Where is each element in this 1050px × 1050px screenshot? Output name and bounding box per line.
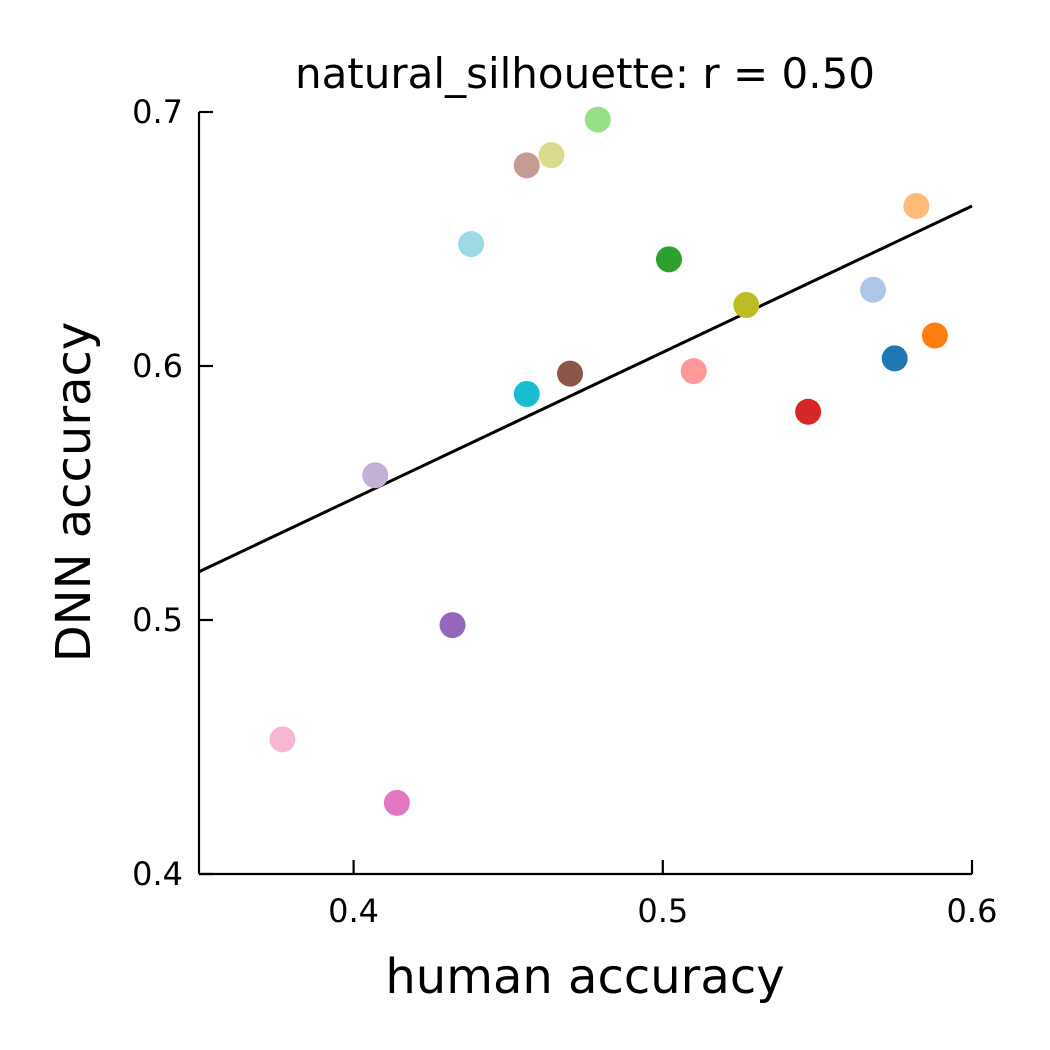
scatter-point [584,106,611,133]
x-tick-label: 0.4 [328,892,379,930]
x-tick-label: 0.6 [947,892,998,930]
scatter-point [362,462,389,489]
x-axis-label: human accuracy [385,949,784,1005]
scatter-point [383,789,410,816]
scatter-point [733,292,760,319]
y-axis-label: DNN accuracy [46,322,102,663]
fit-line [198,204,973,574]
scatter-point [921,322,948,349]
scatter-point [680,358,707,385]
x-tick-label: 0.5 [637,892,688,930]
plot-area: 0.4 0.5 0.6 0.4 0.5 0.6 0.7 [132,93,997,930]
y-tick-label: 0.4 [132,855,183,893]
scatter-point [881,345,908,372]
scatter-point [795,398,822,425]
scatter-point [458,231,485,258]
chart-title: natural_silhouette: r = 0.50 [295,49,875,98]
y-tick-label: 0.6 [132,347,183,385]
scatter-point [269,726,296,753]
scatter-point [860,276,887,303]
scatter-point [439,612,466,639]
scatter-point [655,246,682,273]
y-tick-label: 0.7 [132,93,183,131]
scatter-point [903,192,930,219]
y-tick-label: 0.5 [132,601,183,639]
scatter-point [513,380,540,407]
scatter-point [538,142,565,169]
scatter-point [513,152,540,179]
scatter-point [557,360,584,387]
